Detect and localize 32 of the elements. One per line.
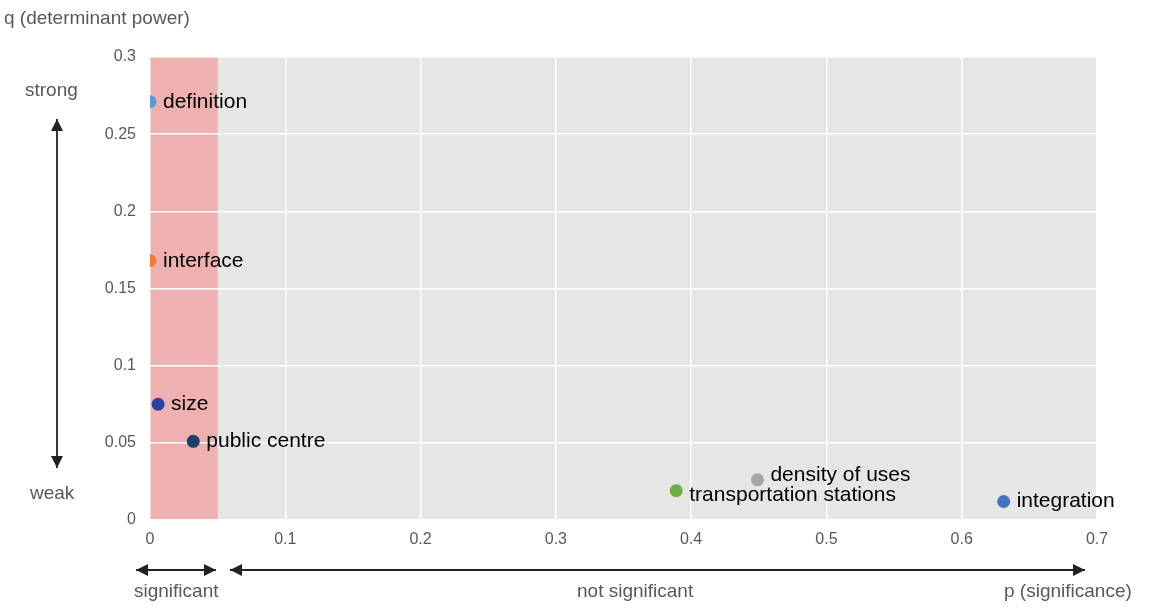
series-label: public centre bbox=[206, 428, 326, 452]
x-tick-label: 0.1 bbox=[274, 530, 297, 548]
x-axis-title: p (significance) bbox=[1004, 580, 1132, 601]
y-tick-label: 0.15 bbox=[104, 278, 137, 296]
x-tick-label: 0.4 bbox=[680, 530, 703, 548]
text: not significant bbox=[577, 580, 694, 601]
y-tick-label: 0.05 bbox=[104, 433, 137, 451]
x-tick-label: 0 bbox=[145, 530, 155, 548]
series-label: density of uses bbox=[770, 462, 911, 486]
y-tick-label: 0 bbox=[127, 510, 137, 528]
y-tick-label: 0.1 bbox=[113, 356, 137, 374]
text: weak bbox=[30, 482, 75, 503]
series-label: integration bbox=[1016, 488, 1115, 512]
x-tick-label: 0.5 bbox=[815, 530, 838, 548]
y-tick-label: 0.25 bbox=[104, 124, 137, 142]
y-tick-label: 0.3 bbox=[113, 47, 137, 65]
series-label: interface bbox=[163, 247, 244, 271]
point bbox=[669, 484, 683, 498]
point bbox=[186, 434, 200, 448]
point bbox=[151, 397, 165, 411]
text: significant bbox=[134, 580, 219, 601]
x-tick-label: 0.3 bbox=[544, 530, 568, 548]
series-label: definition bbox=[163, 88, 248, 112]
x-tick-label: 0.6 bbox=[950, 530, 973, 548]
text: strong bbox=[25, 79, 78, 100]
x-tick-label: 0.7 bbox=[1085, 530, 1109, 548]
y-axis-title: q (determinant power) bbox=[4, 7, 190, 28]
point bbox=[750, 473, 764, 487]
x-tick-label: 0.2 bbox=[409, 530, 432, 548]
y-tick-label: 0.2 bbox=[113, 201, 137, 219]
series-label: size bbox=[171, 391, 209, 415]
point bbox=[997, 494, 1011, 508]
